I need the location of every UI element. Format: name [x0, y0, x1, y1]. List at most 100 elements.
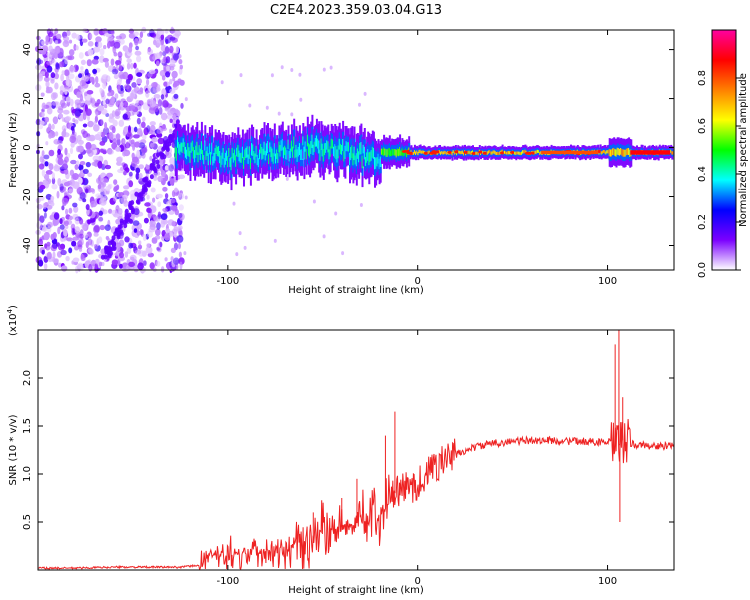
stripe-core — [308, 143, 310, 156]
spectrogram-x-label: Height of straight line (km) — [288, 285, 424, 296]
noise-cell — [61, 265, 68, 272]
noise-cell — [133, 126, 138, 133]
stripe-core — [387, 148, 390, 156]
stripe-core — [229, 158, 232, 167]
noise-cell — [133, 228, 138, 233]
noise-cell — [74, 109, 82, 117]
stripe-core — [247, 154, 250, 164]
noise-cell — [118, 64, 123, 71]
noise-cell — [87, 172, 93, 177]
stripe-core — [208, 143, 211, 155]
noise-cell — [103, 45, 107, 50]
stripe-core — [188, 147, 191, 157]
noise-cell — [68, 207, 73, 214]
stripe-core — [358, 151, 361, 163]
noise-cell — [111, 110, 116, 118]
stripe-core — [279, 145, 282, 157]
noise-cell — [136, 55, 142, 63]
stripe-core — [183, 142, 186, 154]
stripe-core — [203, 155, 206, 165]
noise-cell — [72, 118, 76, 123]
spectrogram-panel: -100 0 100 -40 -20 0 20 40 Height of straight … — [8, 26, 675, 296]
noise-cell — [52, 218, 60, 226]
noise-cell — [40, 92, 45, 97]
noise-cell — [65, 208, 69, 215]
noise-cell — [43, 154, 50, 160]
stripe-core — [375, 157, 378, 169]
noise-cell — [86, 90, 94, 95]
stripe-core — [368, 152, 371, 166]
noise-cell — [113, 74, 119, 80]
noise-cell — [124, 236, 130, 243]
stripe-core — [278, 141, 281, 153]
noise-cell — [138, 164, 144, 170]
snr-multiplier: (x104) — [6, 305, 19, 336]
noise-cell — [59, 61, 65, 68]
noise-cell — [136, 72, 143, 77]
noise-cell — [50, 233, 55, 241]
noise-cell — [59, 183, 64, 191]
noise-cell — [166, 114, 173, 120]
sparse-cell — [329, 65, 333, 70]
noise-cell — [54, 163, 59, 169]
noise-cell — [107, 92, 112, 97]
noise-cell — [122, 113, 128, 120]
trace-cell — [122, 219, 127, 225]
noise-cell — [46, 107, 53, 115]
noise-cell — [173, 257, 180, 265]
stripe-core — [224, 152, 227, 165]
noise-cell — [74, 217, 80, 225]
stripe-core — [461, 150, 464, 154]
noise-cell — [137, 105, 142, 112]
noise-cell — [97, 131, 102, 137]
noise-cell — [51, 183, 58, 190]
noise-cell — [142, 134, 147, 141]
noise-cell — [38, 238, 43, 247]
stripe-core — [254, 153, 257, 164]
noise-cell — [54, 40, 59, 45]
stripe-core — [306, 134, 309, 147]
snr-frame — [37, 329, 675, 571]
stripe-core — [343, 151, 346, 162]
stripe-core — [613, 147, 616, 155]
x-tick-label: 0 — [415, 576, 421, 587]
stripe-core — [378, 158, 381, 169]
noise-cell — [78, 153, 83, 160]
stripe-core — [403, 150, 406, 156]
noise-cell — [125, 141, 130, 149]
noise-cell — [79, 238, 84, 246]
spectrogram-y-label: Frequency (Hz) — [8, 112, 19, 188]
noise-cell — [74, 164, 79, 171]
noise-cell — [134, 38, 139, 46]
colorbar-tick-label: 0.2 — [697, 214, 708, 230]
noise-cell — [178, 204, 184, 211]
noise-cell — [130, 139, 135, 145]
noise-cell — [156, 39, 161, 47]
stripe-core — [341, 145, 343, 155]
stripe-core — [459, 151, 462, 155]
noise-cell — [43, 212, 47, 219]
stripe-core — [284, 145, 286, 156]
noise-cell — [104, 122, 108, 130]
sparse-cell — [220, 80, 224, 85]
y-tick-label: 20 — [22, 92, 33, 105]
stripe-core — [347, 142, 350, 152]
trace-cell — [103, 254, 108, 260]
stripe-core — [419, 149, 422, 154]
stripe-core — [370, 150, 373, 161]
stripe-core — [469, 151, 472, 155]
stripe-core — [199, 148, 202, 160]
y-tick-label: 1.5 — [22, 418, 33, 434]
noise-cell — [89, 249, 94, 255]
stripe-core — [303, 146, 306, 160]
x-tick-label: 100 — [598, 276, 617, 287]
stripe-core — [598, 151, 601, 155]
noise-cell — [105, 98, 110, 105]
noise-cell — [80, 254, 86, 262]
noise-cell — [50, 72, 56, 79]
stripe-core — [369, 151, 372, 162]
stripe-core — [628, 148, 631, 155]
stripe-core — [441, 151, 444, 154]
noise-cell — [145, 90, 150, 98]
stripe-core — [235, 155, 238, 167]
